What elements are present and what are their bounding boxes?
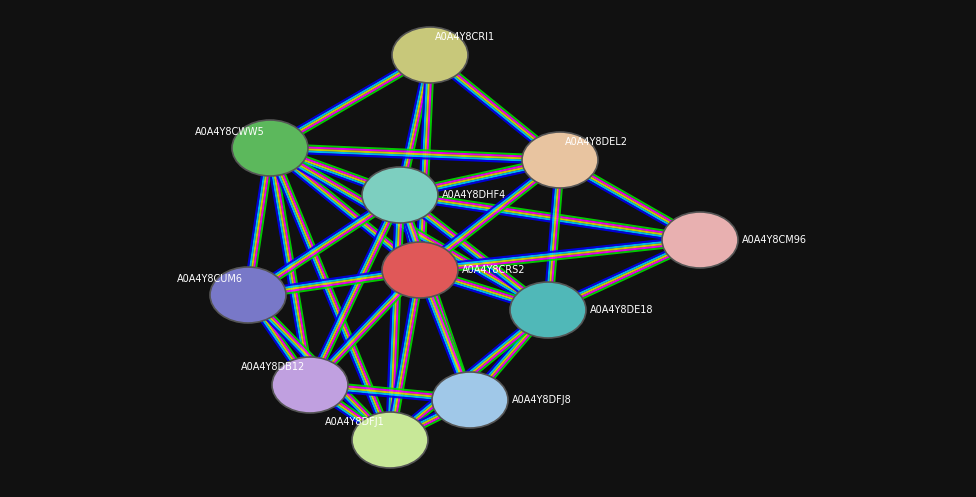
- Ellipse shape: [272, 357, 348, 413]
- Text: A0A4Y8DHF4: A0A4Y8DHF4: [442, 190, 507, 200]
- Text: A0A4Y8CM96: A0A4Y8CM96: [742, 235, 807, 245]
- Ellipse shape: [382, 242, 458, 298]
- Ellipse shape: [352, 412, 428, 468]
- Text: A0A4Y8DFJ1: A0A4Y8DFJ1: [325, 417, 385, 427]
- Text: A0A4Y8CRS2: A0A4Y8CRS2: [462, 265, 525, 275]
- Ellipse shape: [522, 132, 598, 188]
- Ellipse shape: [232, 120, 308, 176]
- Ellipse shape: [362, 167, 438, 223]
- Ellipse shape: [662, 212, 738, 268]
- Text: A0A4Y8DFJ8: A0A4Y8DFJ8: [512, 395, 572, 405]
- Ellipse shape: [510, 282, 586, 338]
- Text: A0A4Y8DB12: A0A4Y8DB12: [241, 362, 305, 372]
- Ellipse shape: [210, 267, 286, 323]
- Text: A0A4Y8CWW5: A0A4Y8CWW5: [195, 127, 265, 137]
- Text: A0A4Y8DEL2: A0A4Y8DEL2: [565, 137, 628, 147]
- Ellipse shape: [392, 27, 468, 83]
- Text: A0A4Y8DE18: A0A4Y8DE18: [590, 305, 654, 315]
- Text: A0A4Y8CRI1: A0A4Y8CRI1: [435, 32, 495, 42]
- Ellipse shape: [432, 372, 508, 428]
- Text: A0A4Y8CUM6: A0A4Y8CUM6: [177, 274, 243, 284]
